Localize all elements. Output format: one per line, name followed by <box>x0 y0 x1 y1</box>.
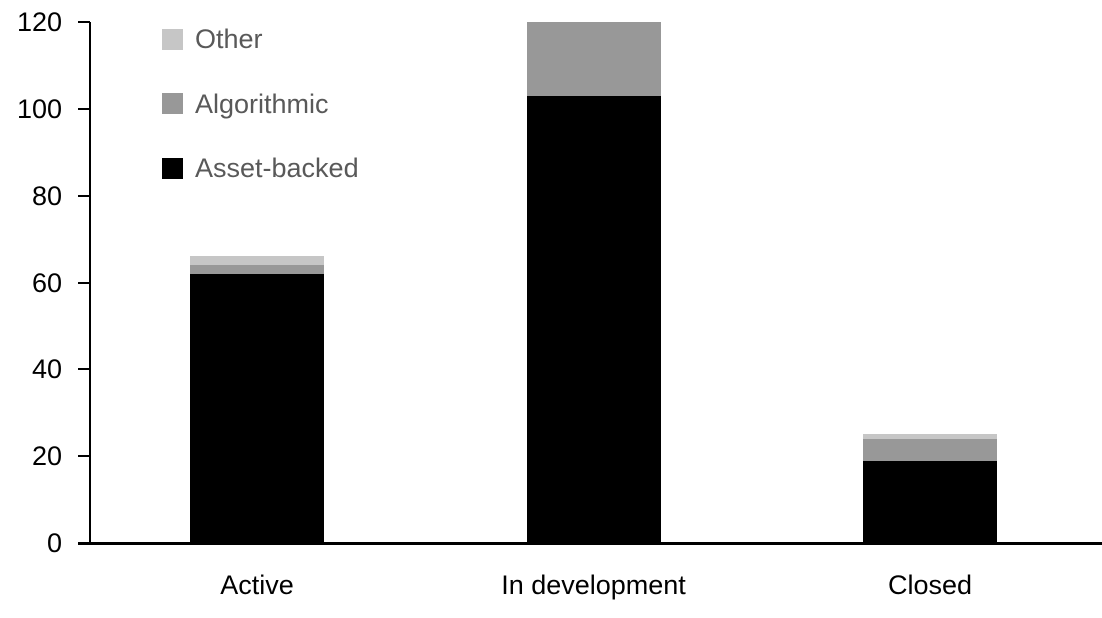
legend-swatch-other <box>162 28 183 50</box>
y-tick-label-0: 0 <box>46 528 62 558</box>
y-axis-tick-40 <box>78 368 90 371</box>
bar-segment-active-asset-backed <box>190 273 324 543</box>
y-axis-tick-60 <box>78 281 90 284</box>
bar-segment-closed-other <box>863 434 997 439</box>
legend-label-algorithmic: Algorithmic <box>195 88 329 119</box>
y-tick-label-100: 100 <box>16 93 62 124</box>
y-tick-label-80: 80 <box>31 180 62 211</box>
legend-swatch-algorithmic <box>162 93 183 114</box>
legend-label-other: Other <box>195 24 263 54</box>
x-axis-label-closed: Closed <box>887 570 973 600</box>
legend-swatch-asset-backed <box>162 157 183 179</box>
legend-item-algorithmic: Algorithmic <box>162 89 329 119</box>
y-axis-tick-20 <box>78 455 90 458</box>
x-axis-label-active: Active <box>220 570 294 600</box>
y-axis-line <box>89 22 91 543</box>
bar-segment-in-development-algorithmic <box>526 22 661 96</box>
x-axis-line <box>78 542 1102 545</box>
bar-segment-in-development-asset-backed <box>526 95 661 543</box>
legend-label-asset-backed: Asset-backed <box>195 153 359 183</box>
x-axis-label-in-development: In development <box>501 570 686 600</box>
bar-segment-closed-asset-backed <box>863 460 997 543</box>
y-tick-label-60: 60 <box>31 267 62 298</box>
y-axis-tick-80 <box>78 194 90 197</box>
y-tick-label-20: 20 <box>31 441 62 472</box>
bar-segment-closed-algorithmic <box>863 438 997 461</box>
y-axis-tick-120 <box>78 21 90 23</box>
legend-item-asset-backed: Asset-backed <box>162 153 359 183</box>
bar-segment-active-other <box>190 256 324 266</box>
y-axis-tick-0 <box>78 542 90 544</box>
y-axis-tick-100 <box>78 107 90 110</box>
legend-item-other: Other <box>162 24 263 54</box>
y-tick-label-120: 120 <box>16 7 62 37</box>
bar-segment-active-algorithmic <box>190 265 324 274</box>
y-tick-label-40: 40 <box>31 354 62 385</box>
